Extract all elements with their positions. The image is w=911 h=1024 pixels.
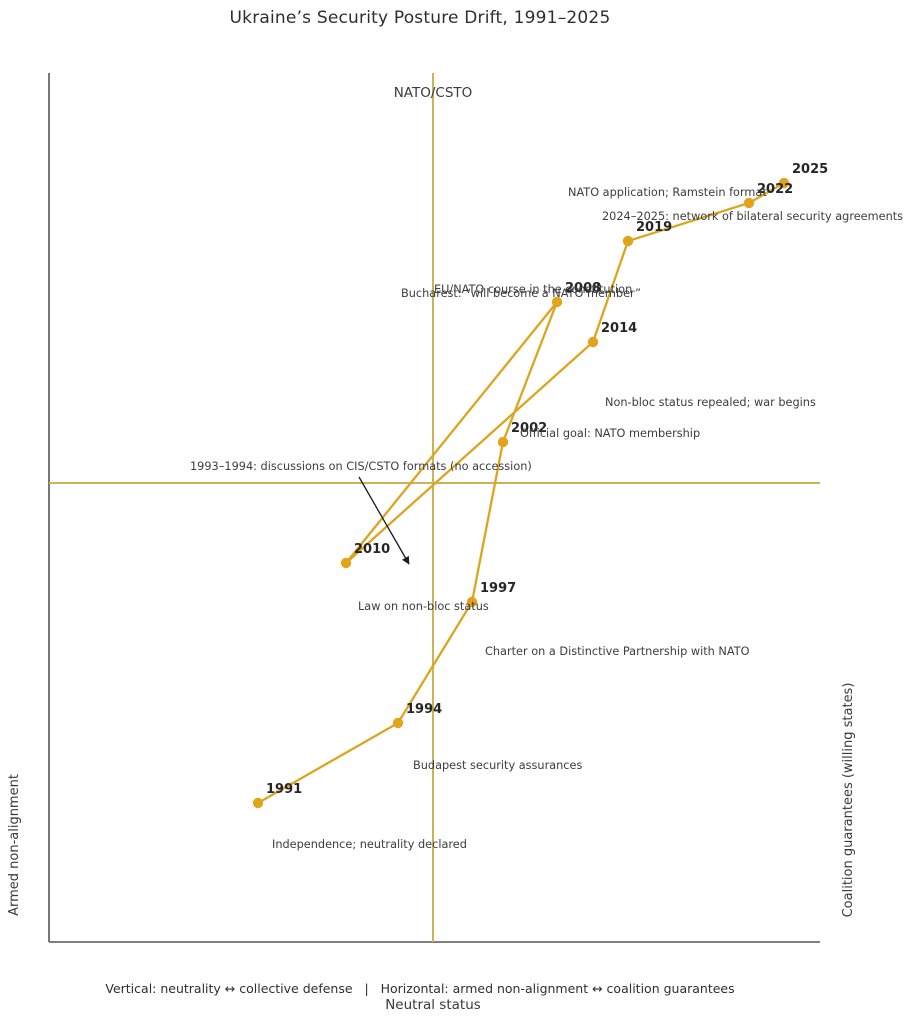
annotation-2014: Non-bloc status repealed; war begins (605, 396, 816, 409)
data-point-2014 (587, 336, 599, 348)
year-label-2002: 2002 (511, 421, 548, 436)
annotation-2008: Bucharest: “will become a NATO member” (401, 287, 641, 300)
annotation-2022: NATO application; Ramstein format (568, 186, 767, 199)
data-point-2010 (340, 557, 352, 569)
year-label-2008: 2008 (565, 281, 602, 296)
annotation-2010: Law on non-bloc status (358, 600, 489, 613)
year-label-2014: 2014 (601, 321, 638, 336)
year-label-2025: 2025 (792, 162, 829, 177)
data-point-2008 (551, 296, 563, 308)
chart-title: Ukraine’s Security Posture Drift, 1991–2… (229, 8, 611, 28)
data-series (252, 177, 790, 809)
data-point-1994 (392, 717, 404, 729)
annotation-1994: Budapest security assurances (413, 759, 583, 772)
axes-caption: Vertical: neutrality ↔ collective defens… (105, 981, 735, 996)
year-label-2022: 2022 (757, 182, 794, 197)
year-label-2019: 2019 (636, 220, 673, 235)
year-label-1997: 1997 (480, 581, 517, 596)
annotation-1993-1994: 1993–1994: discussions on CIS/CSTO forma… (190, 460, 532, 473)
data-point-2019 (622, 235, 634, 247)
data-point-1991 (252, 797, 264, 809)
annotation-2002: Official goal: NATO membership (520, 427, 701, 440)
annotation-2019: EU/NATO course in the constitution (434, 283, 633, 296)
annotation-arrow-layer (358, 476, 410, 565)
data-point-1997 (466, 596, 478, 608)
data-point-2022 (743, 197, 755, 209)
right-axis-label: Coalition guarantees (willing states) (841, 683, 856, 918)
annotation-2025: 2024–2025: network of bilateral security… (602, 210, 904, 223)
data-point-2025 (778, 177, 790, 189)
left-axis-label: Armed non-alignment (7, 774, 22, 916)
year-label-1991: 1991 (266, 782, 303, 797)
annotation-1991: Independence; neutrality declared (272, 838, 467, 851)
top-quadrant-label: NATO/CSTO (394, 85, 473, 101)
drift-path (257, 182, 785, 804)
annotation-arrow (358, 476, 410, 565)
year-label-1994: 1994 (406, 702, 443, 717)
data-point-2002 (497, 436, 509, 448)
year-label-2010: 2010 (354, 542, 391, 557)
bottom-quadrant-label: Neutral status (385, 997, 481, 1013)
annotation-1997: Charter on a Distinctive Partnership wit… (485, 645, 750, 658)
